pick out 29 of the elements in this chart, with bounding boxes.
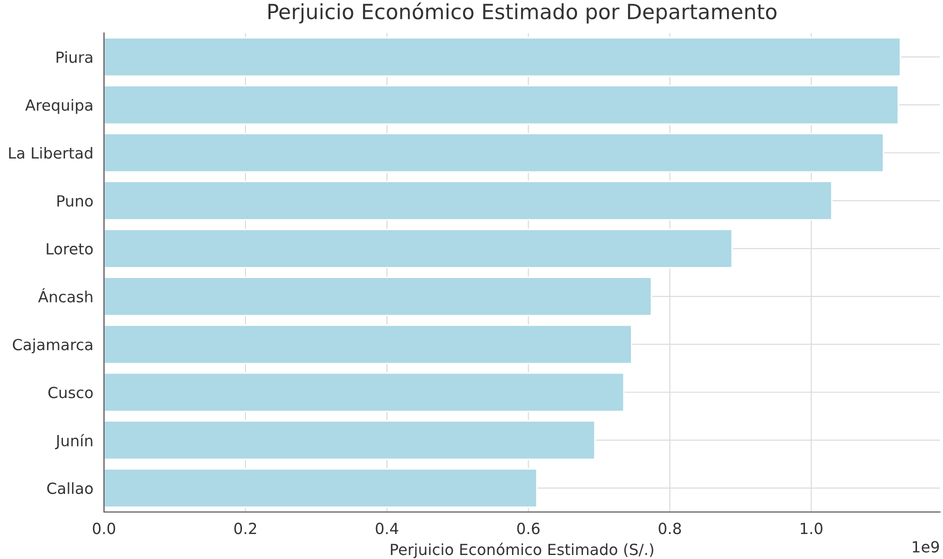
x-tick-label: 0.0 [92, 522, 116, 534]
y-tick-label: Junín [54, 434, 92, 450]
bar [104, 276, 652, 316]
bar [104, 37, 902, 77]
x-tick-label: 1.0 [800, 522, 822, 534]
x-tick-label: 0.6 [517, 522, 540, 534]
text: 1e9 [912, 541, 939, 553]
y-tick-label: Cajamarca [12, 338, 92, 354]
bar [104, 84, 899, 125]
y-tick-label: Callao [47, 482, 93, 494]
bar [104, 228, 733, 268]
chart-title: Perjuicio Económico Estimado por Departamento [268, 2, 776, 24]
bar [104, 420, 596, 460]
y-tick-label: Puno [57, 195, 93, 207]
y-tick-label: Cusco [48, 386, 93, 398]
x-tick-label: 0.8 [658, 522, 681, 534]
bar [104, 468, 538, 508]
bar [104, 132, 884, 173]
bar [104, 180, 832, 221]
y-tick-label: Arequipa [25, 99, 92, 114]
y-tick-label: Piura [56, 51, 92, 63]
bar [104, 372, 625, 412]
bar [104, 324, 632, 364]
y-tick-label: La Libertad [9, 146, 92, 159]
y-tick-label: Áncash [38, 288, 92, 302]
x-tick-label: 0.2 [234, 522, 256, 534]
x-axis-title: Perjuicio Económico Estimado (S/.) [390, 542, 654, 558]
x-tick-label: 0.4 [376, 522, 398, 534]
y-tick-label: Loreto [46, 243, 93, 255]
